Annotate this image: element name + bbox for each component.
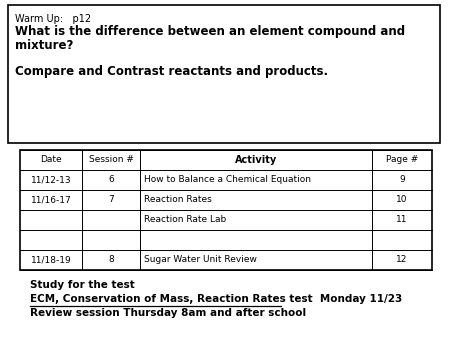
Text: Review session Thursday 8am and after school: Review session Thursday 8am and after sc… (30, 308, 306, 318)
Text: ECM, Conservation of Mass, Reaction Rates test  Monday 11/23: ECM, Conservation of Mass, Reaction Rate… (30, 294, 402, 304)
Text: Session #: Session # (89, 155, 134, 165)
Text: 11/12-13: 11/12-13 (31, 175, 71, 185)
Text: Study for the test: Study for the test (30, 280, 135, 290)
Text: Sugar Water Unit Review: Sugar Water Unit Review (144, 256, 257, 265)
FancyBboxPatch shape (20, 150, 432, 270)
Text: 6: 6 (108, 175, 114, 185)
Text: Page #: Page # (386, 155, 418, 165)
Text: 8: 8 (108, 256, 114, 265)
Text: 10: 10 (396, 195, 408, 204)
Text: Activity: Activity (235, 155, 277, 165)
Text: Compare and Contrast reactants and products.: Compare and Contrast reactants and produ… (15, 65, 328, 78)
Text: 11: 11 (396, 216, 408, 224)
Text: Reaction Rates: Reaction Rates (144, 195, 212, 204)
Text: Warm Up:   p12: Warm Up: p12 (15, 14, 91, 24)
Text: mixture?: mixture? (15, 39, 73, 52)
Text: 12: 12 (396, 256, 408, 265)
Text: 11/16-17: 11/16-17 (31, 195, 72, 204)
Text: Date: Date (40, 155, 62, 165)
Text: 9: 9 (399, 175, 405, 185)
FancyBboxPatch shape (8, 5, 440, 143)
Text: 11/18-19: 11/18-19 (31, 256, 72, 265)
Text: What is the difference between an element compound and: What is the difference between an elemen… (15, 25, 405, 38)
Text: Reaction Rate Lab: Reaction Rate Lab (144, 216, 226, 224)
Text: How to Balance a Chemical Equation: How to Balance a Chemical Equation (144, 175, 311, 185)
Text: 7: 7 (108, 195, 114, 204)
